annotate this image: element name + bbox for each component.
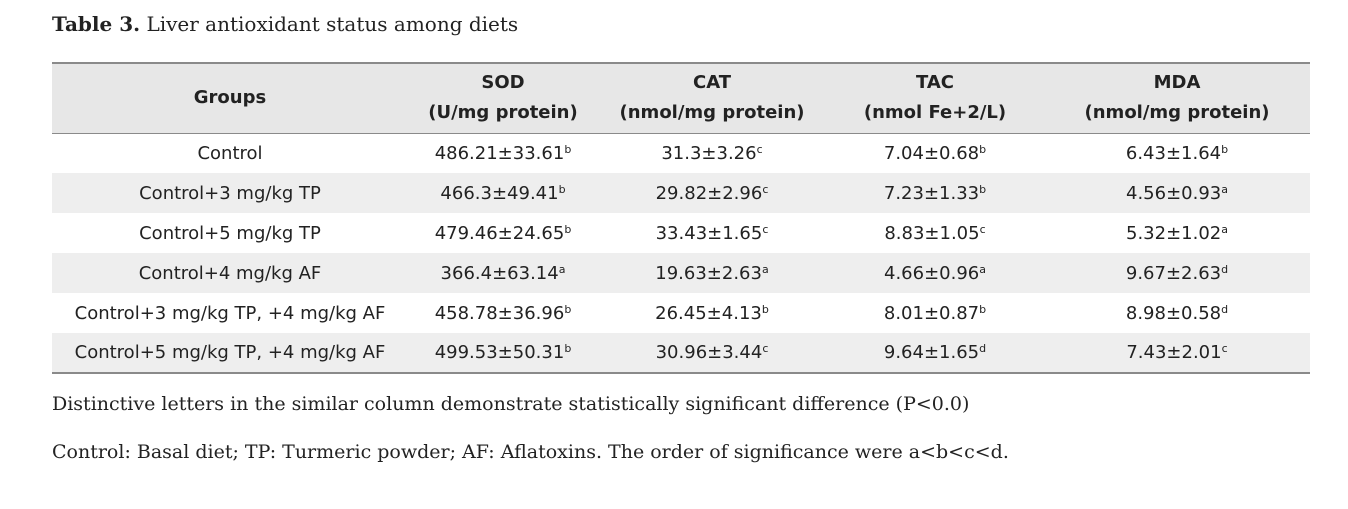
header-cat: CAT (nmol/mg protein) <box>598 63 826 133</box>
header-sod: SOD (U/mg protein) <box>408 63 598 133</box>
cat-cell: 30.96±3.44c <box>655 342 769 363</box>
footnote-abbreviations: Control: Basal diet; TP: Turmeric powder… <box>52 441 1009 463</box>
cat-cell: 33.43±1.65c <box>655 222 769 244</box>
mda-cell: 9.67±2.63d <box>1125 262 1229 284</box>
significance-letter: c <box>762 222 769 236</box>
significance-letter: b <box>558 182 566 196</box>
header-tac-unit: (nmol Fe+2/L) <box>863 102 1007 124</box>
tac-cell: 4.66±0.96a <box>884 262 986 284</box>
significance-letter: d <box>979 342 987 355</box>
footnote-significance: Distinctive letters in the similar colum… <box>52 393 970 415</box>
cat-cell: 29.82±2.96c <box>655 182 769 204</box>
significance-letter: c <box>762 182 769 196</box>
table-row: Control+4 mg/kg AF 366.4±63.14a 19.63±2.… <box>52 253 1310 293</box>
significance-letter: a <box>979 262 986 276</box>
significance-letter: a <box>1221 222 1228 236</box>
header-cat-name: CAT <box>692 72 732 94</box>
header-sod-name: SOD <box>481 72 525 94</box>
table-title: Liver antioxidant status among diets <box>146 12 519 36</box>
header-tac-name: TAC <box>915 72 955 94</box>
significance-letter: c <box>756 142 763 156</box>
header-groups: Groups <box>193 87 267 109</box>
significance-letter: c <box>1221 342 1228 355</box>
tac-cell: 8.83±1.05c <box>884 222 986 244</box>
sod-cell: 486.21±33.61b <box>434 142 572 164</box>
cat-cell: 26.45±4.13b <box>655 302 769 324</box>
group-cell: Control+5 mg/kg TP, +4 mg/kg AF <box>74 342 386 363</box>
significance-letter: b <box>564 222 572 236</box>
significance-letter: b <box>564 302 572 316</box>
tac-cell: 9.64±1.65d <box>883 342 987 363</box>
significance-letter: b <box>564 342 572 355</box>
table-number: Table 3. <box>52 12 141 36</box>
table-header: Groups SOD (U/mg protein) CAT (nmol/mg p… <box>52 63 1310 133</box>
tac-cell: 7.04±0.68b <box>883 142 987 164</box>
sod-cell: 458.78±36.96b <box>434 302 572 324</box>
header-tac: TAC (nmol Fe+2/L) <box>826 63 1044 133</box>
significance-letter: b <box>1221 142 1229 156</box>
group-cell: Control+5 mg/kg TP <box>139 222 321 244</box>
sod-cell: 479.46±24.65b <box>434 222 572 244</box>
header-mda-unit: (nmol/mg protein) <box>1084 102 1270 124</box>
table-row: Control+5 mg/kg TP, +4 mg/kg AF 499.53±5… <box>52 333 1310 373</box>
significance-letter: c <box>979 222 986 236</box>
mda-cell: 8.98±0.58d <box>1125 302 1229 324</box>
table-caption: Table 3. Liver antioxidant status among … <box>52 12 518 36</box>
sod-cell: 499.53±50.31b <box>434 342 572 363</box>
group-cell: Control+3 mg/kg TP, +4 mg/kg AF <box>74 302 386 324</box>
significance-letter: d <box>1221 302 1229 316</box>
sod-cell: 366.4±63.14a <box>440 262 566 284</box>
table-row: Control 486.21±33.61b 31.3±3.26c 7.04±0.… <box>52 133 1310 173</box>
significance-letter: a <box>1221 182 1228 196</box>
significance-letter: b <box>979 142 987 156</box>
cat-cell: 31.3±3.26c <box>661 142 763 164</box>
header-mda-name: MDA <box>1153 72 1201 94</box>
significance-letter: b <box>761 302 769 316</box>
tac-cell: 7.23±1.33b <box>883 182 987 204</box>
mda-cell: 4.56±0.93a <box>1126 182 1228 204</box>
significance-letter: a <box>558 262 566 276</box>
significance-letter: b <box>564 142 572 156</box>
significance-letter: c <box>762 342 769 355</box>
tac-cell: 8.01±0.87b <box>883 302 987 324</box>
header-mda: MDA (nmol/mg protein) <box>1044 63 1310 133</box>
sod-cell: 466.3±49.41b <box>440 182 566 204</box>
mda-cell: 6.43±1.64b <box>1125 142 1229 164</box>
table-row: Control+5 mg/kg TP 479.46±24.65b 33.43±1… <box>52 213 1310 253</box>
cat-cell: 19.63±2.63a <box>655 262 769 284</box>
header-sod-unit: (U/mg protein) <box>428 102 578 124</box>
group-cell: Control <box>197 142 263 164</box>
significance-letter: a <box>761 262 769 276</box>
significance-letter: b <box>979 182 987 196</box>
significance-letter: d <box>1221 262 1229 276</box>
antioxidant-table: Groups SOD (U/mg protein) CAT (nmol/mg p… <box>52 62 1310 374</box>
table-row: Control+3 mg/kg TP, +4 mg/kg AF 458.78±3… <box>52 293 1310 333</box>
table-row: Control+3 mg/kg TP 466.3±49.41b 29.82±2.… <box>52 173 1310 213</box>
significance-letter: b <box>979 302 987 316</box>
group-cell: Control+3 mg/kg TP <box>139 182 321 204</box>
header-cat-unit: (nmol/mg protein) <box>619 102 805 124</box>
mda-cell: 7.43±2.01c <box>1126 342 1228 363</box>
table-body: Control 486.21±33.61b 31.3±3.26c 7.04±0.… <box>52 133 1310 373</box>
header-row: Groups SOD (U/mg protein) CAT (nmol/mg p… <box>52 63 1310 133</box>
group-cell: Control+4 mg/kg AF <box>138 262 322 284</box>
mda-cell: 5.32±1.02a <box>1126 222 1228 244</box>
